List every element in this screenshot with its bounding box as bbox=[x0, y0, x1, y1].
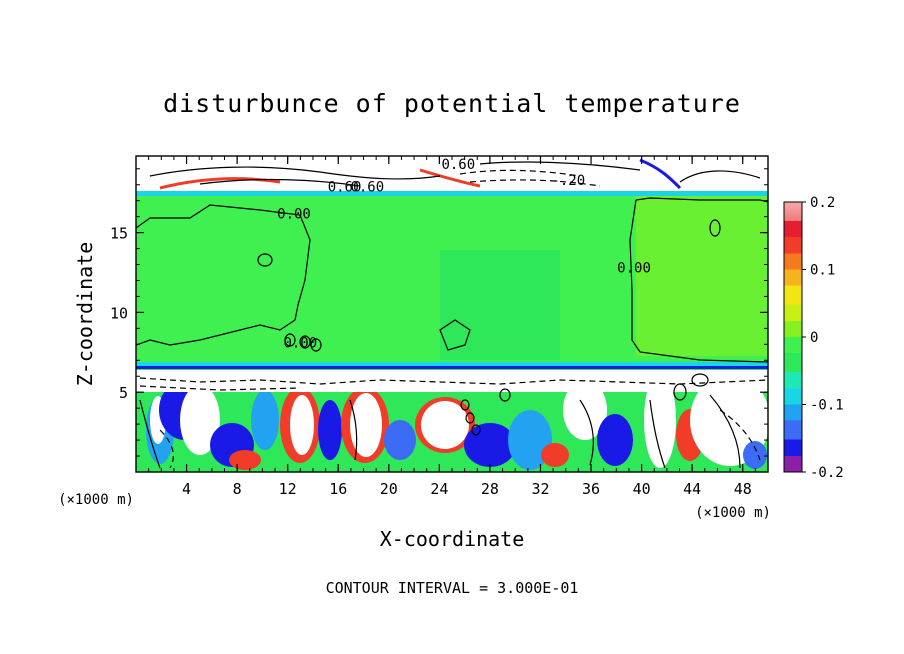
x-tick-label: 12 bbox=[279, 480, 297, 498]
colorbar-tick-label: 0 bbox=[810, 330, 818, 346]
x-tick-label: 40 bbox=[633, 480, 651, 498]
x-tick-label: 8 bbox=[233, 480, 242, 498]
x-tick-label: 36 bbox=[582, 480, 600, 498]
y-tick-label: 15 bbox=[110, 225, 128, 243]
contour-interval-note: CONTOUR INTERVAL = 3.000E-01 bbox=[326, 579, 579, 597]
contour-label: 0.60 bbox=[350, 179, 384, 195]
colorbar-ticks: 0.2 0.1 0 -0.1 -0.2 bbox=[802, 195, 844, 481]
lower-boundary-blue bbox=[136, 366, 768, 369]
y-axis-ticks: 5 10 15 bbox=[110, 168, 768, 457]
contour-label: -.20 bbox=[551, 173, 585, 189]
contour-label: 0.00 bbox=[283, 336, 317, 352]
x-tick-label: 32 bbox=[531, 480, 549, 498]
upper-layer-streak-2 bbox=[419, 168, 481, 188]
colorbar-tick-label: 0.1 bbox=[810, 263, 835, 279]
x-unit-label-left: (×1000 m) bbox=[58, 492, 134, 508]
x-tick-label: 20 bbox=[380, 480, 398, 498]
upper-layer-streak-3 bbox=[639, 158, 682, 190]
contour-label: 0.00 bbox=[277, 206, 311, 222]
colorbar-tick-label: -0.2 bbox=[810, 465, 844, 481]
y-axis-label: Z-coordinate bbox=[73, 242, 97, 387]
x-tick-label: 28 bbox=[481, 480, 499, 498]
middle-layer-right bbox=[636, 196, 768, 356]
x-tick-label: 48 bbox=[734, 480, 752, 498]
colorbar-gradient bbox=[783, 201, 803, 473]
x-axis-ticks: 4 8 12 16 20 24 28 32 36 40 44 48 bbox=[148, 156, 756, 498]
x-tick-label: 4 bbox=[182, 480, 191, 498]
lower-boundary bbox=[136, 362, 768, 368]
plot-area: 0.600.600.600.000.000.00-.20 bbox=[136, 156, 768, 472]
colorbar-tick-label: -0.1 bbox=[810, 398, 844, 414]
x-axis-label: X-coordinate bbox=[380, 527, 525, 551]
upper-boundary bbox=[136, 191, 768, 196]
contour-label: 0.60 bbox=[328, 179, 362, 195]
contour-label: 0.60 bbox=[441, 157, 475, 173]
y-tick-label: 5 bbox=[119, 384, 128, 402]
contour-lines-dashed bbox=[139, 169, 768, 469]
x-unit-label-right: (×1000 m) bbox=[695, 505, 771, 521]
contour-labels: 0.600.600.600.000.000.00-.20 bbox=[277, 157, 651, 352]
y-tick-label: 10 bbox=[110, 304, 128, 322]
upper-layer-streak bbox=[159, 177, 281, 190]
lower-white-band bbox=[136, 370, 768, 392]
x-tick-label: 24 bbox=[430, 480, 448, 498]
middle-layer-patch bbox=[440, 250, 560, 360]
x-tick-label: 16 bbox=[329, 480, 347, 498]
colorbar: 0.2 0.1 0 -0.1 -0.2 bbox=[783, 195, 844, 481]
colorbar-tick-label: 0.2 bbox=[810, 195, 835, 211]
chart-title: disturbunce of potential temperature bbox=[163, 89, 741, 118]
contour-label: 0.00 bbox=[617, 261, 651, 277]
x-tick-label: 44 bbox=[683, 480, 701, 498]
